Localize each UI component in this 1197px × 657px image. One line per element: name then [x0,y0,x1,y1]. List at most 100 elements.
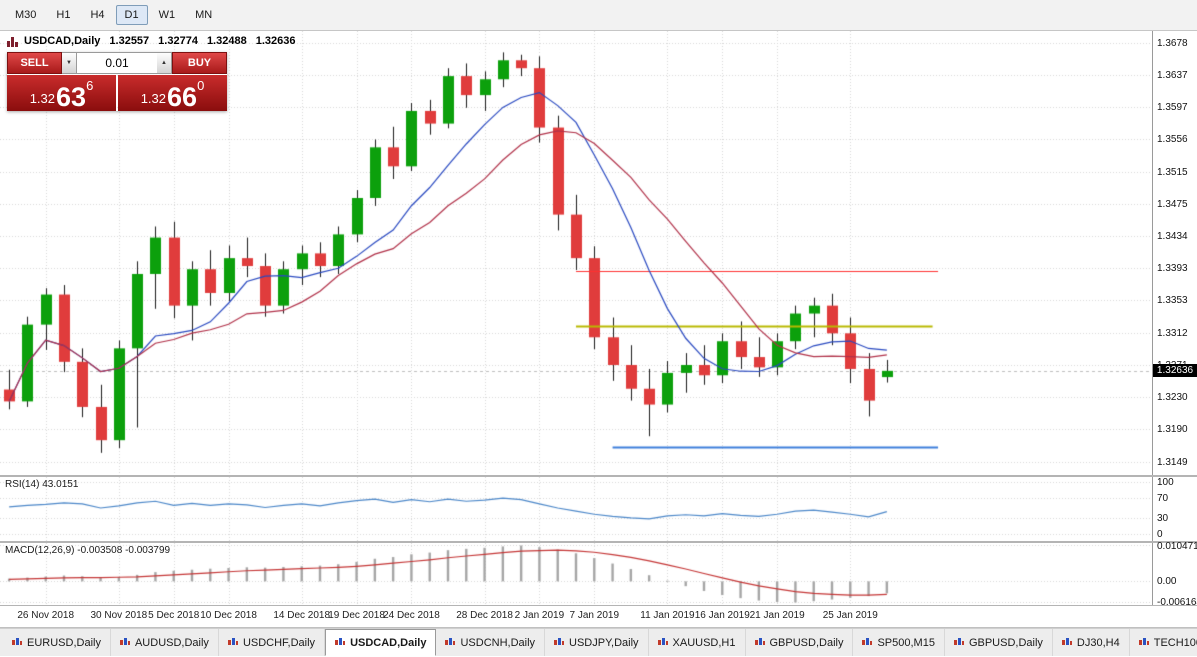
ask-prefix: 1.32 [140,91,167,106]
rsi-axis: 100 70 30 0 [1152,477,1197,541]
time-axis[interactable]: 26 Nov 2018 30 Nov 2018 5 Dec 2018 10 Dec 2… [0,606,1197,628]
chart-title-bar: USDCAD,Daily 1.32557 1.32774 1.32488 1.3… [7,35,295,47]
chart-tab-icon [862,638,873,647]
rsi-axis-label: 100 [1157,477,1174,488]
timeframe-button-d1[interactable]: D1 [115,5,148,25]
chart-tab-label: GBPUSD,Daily [769,636,844,649]
trade-panel-controls: SELL ▼ ▲ BUY [7,52,227,74]
timeframe-buttons-group: M30 H1 H4 D1 W1 MN [6,5,221,25]
rsi-chart-canvas[interactable] [0,477,1152,541]
date-label: 11 Jan 2019 [640,610,695,621]
chart-tab-xauusd-h1[interactable]: XAUUSD,H1 [649,629,746,656]
date-label: 26 Nov 2018 [17,610,75,621]
chart-tab-audusd-daily[interactable]: AUDUSD,Daily [111,629,219,656]
price-axis-label: 1.3637 [1157,70,1188,82]
chart-tab-label: XAUUSD,H1 [672,636,736,649]
price-axis-label: 1.3312 [1157,327,1188,339]
chart-tab-label: GBPUSD,Daily [968,636,1043,649]
price-axis-label: 1.3515 [1157,166,1188,178]
date-label: 24 Dec 2018 [383,610,440,621]
sell-price-display[interactable]: 1.32 63 6 [7,75,116,111]
chart-tab-icon [1138,638,1149,647]
chart-tab-gbpusd-daily[interactable]: GBPUSD,Daily [746,629,854,656]
macd-label: MACD(12,26,9) -0.003508 -0.003799 [5,545,171,556]
chart-tab-usdcad-daily[interactable]: USDCAD,Daily [325,629,437,656]
chart-tab-icon [335,638,346,647]
chart-tab-icon [12,638,22,647]
date-label: 25 Jan 2019 [822,610,878,621]
bid-prefix: 1.32 [29,91,56,106]
chart-tab-icon [227,638,238,647]
volume-input[interactable] [77,52,157,74]
chart-tab-dj30-h4[interactable]: DJ30,H4 [1053,629,1130,656]
chart-tab-gbpusd-daily[interactable]: GBPUSD,Daily [945,629,1053,656]
chart-tab-sp500-m15[interactable]: SP500,M15 [853,629,945,656]
ohlc-high: 1.32774 [158,35,198,47]
chart-tab-label: USDCHF,Daily [242,636,316,649]
chart-tab-label: DJ30,H4 [1076,636,1120,649]
timeframe-button-mn[interactable]: MN [195,9,213,21]
rsi-axis-label: 70 [1157,492,1169,504]
timeframe-button-m30[interactable]: M30 [15,9,37,21]
price-axis-label: 1.3149 [1157,456,1188,468]
date-label: 28 Dec 2018 [456,610,513,621]
macd-axis-label: 0.010471 [1157,540,1197,552]
chart-tab-icon [953,638,964,647]
date-label: 16 Jan 2019 [694,610,750,621]
price-axis-label: 1.3353 [1157,295,1188,307]
volume-decrease-button[interactable]: ▼ [62,52,77,74]
chart-tab-eurusd-daily[interactable]: EURUSD,Daily [3,629,111,656]
price-axis-label: 1.3556 [1157,134,1188,146]
timeframe-button-h1[interactable]: H1 [56,9,71,21]
buy-price-display[interactable]: 1.32 66 0 [118,75,227,111]
date-label: 10 Dec 2018 [200,610,257,621]
one-click-trading-panel: SELL ▼ ▲ BUY 1.32 63 6 1.32 66 [7,52,227,111]
current-price-badge: 1.32636 [1153,363,1197,377]
chart-tab-tech100-h1[interactable]: TECH100,H1 [1130,629,1197,656]
macd-indicator-pane: MACD(12,26,9) -0.003508 -0.003799 0.0104… [0,540,1197,609]
ohlc-close: 1.32636 [255,35,296,47]
timeframe-button-h4[interactable]: H4 [90,9,105,21]
chart-tab-label: TECH100,H1 [1153,636,1197,649]
chart-tab-usdjpy-daily[interactable]: USDJPY,Daily [545,629,649,656]
chart-tab-usdchf-daily[interactable]: USDCHF,Daily [219,629,326,656]
date-label: 21 Jan 2019 [749,610,805,621]
date-label: 7 Jan 2019 [569,610,620,621]
chart-tab-label: SP500,M15 [877,636,935,649]
macd-chart-canvas[interactable] [0,543,1152,605]
date-label: 30 Nov 2018 [90,610,148,621]
price-axis-label: 1.3678 [1157,37,1188,49]
macd-axis-label: -0.006164 [1157,597,1197,609]
ask-pips: 66 [167,82,198,113]
chart-tab-label: USDCNH,Daily [460,636,536,649]
ohlc-open: 1.32557 [109,35,150,47]
trade-panel-prices: 1.32 63 6 1.32 66 0 [7,75,227,111]
chart-tab-label: USDCAD,Daily [350,636,427,649]
bid-pips: 63 [56,82,87,113]
chart-tab-usdcnh-daily[interactable]: USDCNH,Daily [436,629,546,656]
chart-tab-icon [119,638,130,647]
sell-button[interactable]: SELL [7,52,62,74]
rsi-axis-label: 0 [1157,529,1163,540]
chart-tab-icon [554,638,565,647]
price-axis-label: 1.3597 [1157,101,1188,113]
volume-increase-button[interactable]: ▲ [157,52,172,74]
main-chart-pane: USDCAD,Daily 1.32557 1.32774 1.32488 1.3… [0,31,1197,477]
price-axis-label: 1.3475 [1157,198,1188,210]
price-axis-label: 1.3230 [1157,392,1188,404]
chart-tab-label: USDJPY,Daily [569,636,639,649]
price-axis[interactable]: 1.32636 1.3678 1.3637 1.3597 1.3556 1.3515 1.… [1152,31,1197,475]
date-label: 5 Dec 2018 [148,610,200,621]
date-label: 2 Jan 2019 [514,610,565,621]
timeframe-toolbar: M30 H1 H4 D1 W1 MN [0,0,1197,31]
price-axis-label: 1.3393 [1157,263,1188,275]
chart-tab-icon [657,638,668,647]
chart-tab-icon [1061,638,1072,647]
chart-tab-bar: EURUSD,Daily AUDUSD,Daily USDCHF,Daily USDC… [0,628,1197,656]
price-axis-label: 1.3434 [1157,230,1188,242]
macd-axis-label: 0.00 [1157,576,1177,588]
date-label: 19 Dec 2018 [328,610,385,621]
timeframe-button-w1[interactable]: W1 [158,9,176,21]
buy-button[interactable]: BUY [172,52,227,74]
